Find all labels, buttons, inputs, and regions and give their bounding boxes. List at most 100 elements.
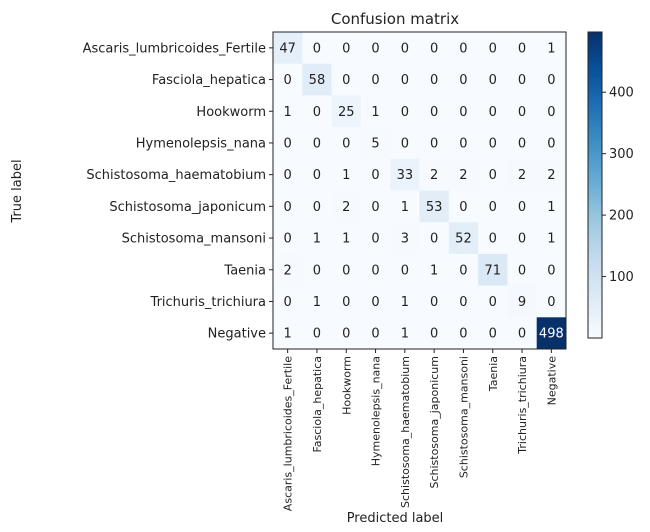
colorbar-segment bbox=[588, 136, 602, 140]
colorbar-segment bbox=[588, 304, 602, 308]
heatmap-cell bbox=[302, 317, 333, 350]
column-tick-label: Fasciola_hepatica bbox=[311, 356, 324, 453]
cell-value: 0 bbox=[518, 263, 526, 278]
colorbar-segment bbox=[588, 164, 602, 168]
heatmap-cell bbox=[536, 158, 567, 191]
heatmap-cell bbox=[273, 63, 303, 96]
colorbar-segment bbox=[588, 126, 602, 130]
heatmap-cell bbox=[360, 158, 391, 191]
cell-value: 1 bbox=[547, 200, 555, 215]
heatmap-cell bbox=[448, 127, 479, 160]
heatmap-cell bbox=[331, 222, 362, 255]
cell-value: 0 bbox=[547, 263, 555, 278]
cell-value: 1 bbox=[342, 168, 350, 183]
colorbar-segment bbox=[588, 149, 602, 153]
heatmap-cell bbox=[448, 253, 479, 287]
cell-value: 0 bbox=[371, 263, 379, 278]
heatmap-cell bbox=[419, 253, 450, 287]
row-tick-label: Ascaris_lumbricoides_Fertile bbox=[83, 41, 266, 56]
heatmap-cell bbox=[419, 95, 450, 128]
colorbar-segment bbox=[588, 335, 602, 339]
colorbar-segment bbox=[588, 312, 602, 316]
cell-value: 0 bbox=[518, 200, 526, 215]
column-tick-label: Schistosoma_japonicum bbox=[428, 356, 441, 489]
heatmap-cell bbox=[536, 285, 567, 318]
heatmap-cell bbox=[273, 158, 303, 191]
heatmap-cell bbox=[507, 285, 538, 318]
heatmap-cell bbox=[302, 190, 333, 223]
heatmap-cell bbox=[419, 63, 450, 96]
colorbar-segment bbox=[588, 297, 602, 301]
colorbar-segment bbox=[588, 177, 602, 181]
row-tick-label: Schistosoma_japonicum bbox=[109, 200, 266, 215]
column-tick-labels: Ascaris_lumbricoides_Fertile Fasciola_hep… bbox=[282, 349, 558, 511]
colorbar-segment bbox=[588, 77, 602, 82]
cell-value: 2 bbox=[430, 168, 438, 183]
row-tick-labels: Ascaris_lumbricoides_Fertile Fasciola_hep… bbox=[83, 41, 273, 342]
heatmap-cell bbox=[507, 32, 538, 65]
heatmap-cell bbox=[331, 190, 362, 223]
cell-value: 0 bbox=[518, 232, 526, 247]
cell-value: 0 bbox=[518, 73, 526, 88]
heatmap-cell bbox=[448, 95, 479, 128]
colorbar-segment bbox=[588, 322, 602, 326]
colorbar-segment bbox=[588, 121, 602, 125]
heatmap-cell bbox=[390, 63, 420, 96]
colorbar-segment bbox=[588, 116, 602, 120]
row-tick-label: Schistosoma_mansoni bbox=[122, 232, 266, 247]
heatmap-cell bbox=[360, 190, 391, 223]
cell-value: 0 bbox=[518, 327, 526, 342]
colorbar-segment bbox=[588, 100, 602, 104]
heatmap-cell bbox=[507, 222, 538, 255]
heatmap-cell bbox=[273, 222, 303, 255]
heatmap-cell bbox=[448, 32, 479, 65]
cell-value: 0 bbox=[371, 327, 379, 342]
heatmap-cell bbox=[478, 95, 508, 128]
cell-value: 0 bbox=[401, 41, 409, 56]
cell-value: 0 bbox=[547, 105, 555, 120]
cell-value: 0 bbox=[284, 73, 292, 88]
colorbar-segment bbox=[588, 307, 602, 311]
colorbar-segment bbox=[588, 317, 602, 321]
colorbar-segment bbox=[588, 159, 602, 163]
colorbar-segment bbox=[588, 264, 602, 268]
colorbar-segment bbox=[588, 151, 602, 155]
cell-value: 0 bbox=[313, 327, 321, 342]
colorbar-segment bbox=[588, 192, 602, 196]
heatmap-cell bbox=[536, 95, 567, 128]
cell-value: 0 bbox=[518, 105, 526, 120]
colorbar-segment bbox=[588, 108, 602, 112]
cell-value: 1 bbox=[401, 295, 409, 310]
heatmap-cell bbox=[360, 63, 391, 96]
colorbar-segment bbox=[588, 105, 602, 110]
cell-value: 0 bbox=[489, 295, 497, 310]
heatmap-cell bbox=[419, 32, 450, 65]
row-tick-label: Trichuris_trichiura bbox=[150, 295, 266, 310]
chart-title: Confusion matrix bbox=[331, 10, 459, 28]
cell-value: 0 bbox=[489, 168, 497, 183]
colorbar-tick-label: 400 bbox=[609, 86, 634, 101]
column-tick-label: Taenia bbox=[487, 356, 500, 392]
colorbar-segment bbox=[588, 34, 602, 38]
cell-value: 2 bbox=[459, 168, 467, 183]
heatmap-cell bbox=[419, 127, 450, 160]
colorbar-segment bbox=[588, 197, 602, 201]
heatmap-cell bbox=[448, 158, 479, 191]
heatmap-cell bbox=[390, 285, 420, 318]
y-axis-label: True label bbox=[10, 159, 25, 223]
colorbar-segment bbox=[588, 320, 602, 324]
colorbar-segment bbox=[588, 238, 602, 242]
column-tick-label: Trichuris_trichiura bbox=[516, 356, 529, 455]
cell-value: 1 bbox=[342, 232, 350, 247]
cell-value: 0 bbox=[489, 200, 497, 215]
colorbar-segment bbox=[588, 274, 602, 278]
heatmap-cell bbox=[507, 158, 538, 191]
cell-value: 0 bbox=[489, 73, 497, 88]
heatmap-cell bbox=[507, 253, 538, 287]
colorbar-segment bbox=[588, 95, 602, 99]
cell-value: 71 bbox=[484, 263, 501, 278]
colorbar-segment bbox=[588, 67, 602, 71]
cell-value: 0 bbox=[459, 327, 467, 342]
colorbar-segment bbox=[588, 190, 602, 194]
